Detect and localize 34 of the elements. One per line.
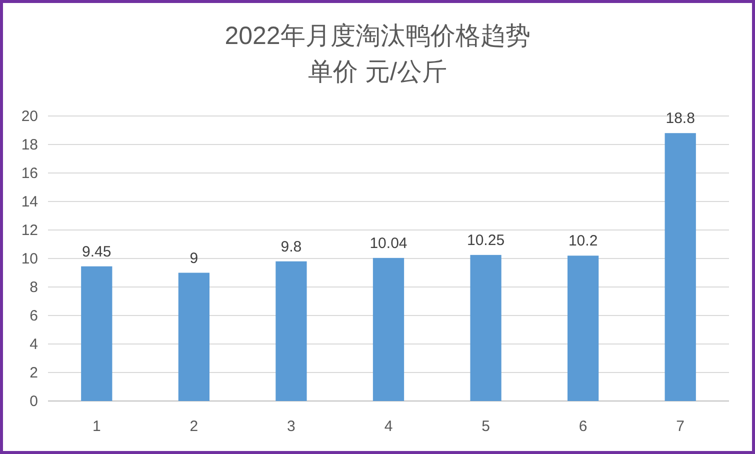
y-tick-label: 10 [21, 250, 38, 268]
data-label: 10.04 [370, 234, 408, 252]
y-tick-label: 20 [21, 108, 38, 125]
data-label: 9 [190, 250, 198, 267]
data-label: 18.8 [666, 110, 695, 128]
data-label: 9.45 [82, 243, 112, 260]
bar [664, 133, 696, 401]
y-tick-label: 14 [21, 194, 38, 210]
bar [372, 258, 404, 401]
bar [276, 261, 307, 401]
x-tick-label: 5 [482, 418, 490, 435]
x-tick-label: 2 [190, 418, 198, 435]
y-tick-label: 12 [21, 222, 38, 239]
y-tick-label: 16 [21, 165, 38, 182]
y-tick-label: 2 [30, 364, 38, 382]
y-tick-label: 6 [30, 308, 38, 324]
y-tick-label: 8 [30, 279, 38, 296]
bar [81, 266, 112, 401]
x-tick-label: 1 [92, 418, 101, 435]
bar [470, 254, 502, 401]
chart-title: 2022年月度淘汰鸭价格趋势 [224, 22, 530, 50]
x-tick-label: 3 [287, 418, 296, 435]
data-label: 10.2 [568, 232, 598, 250]
y-tick-label: 18 [21, 136, 38, 154]
y-tick-label: 0 [30, 393, 38, 410]
bar [178, 272, 210, 401]
data-label: 9.8 [280, 238, 302, 256]
y-tick-label: 4 [30, 336, 38, 353]
bar [568, 256, 599, 401]
data-label: 10.25 [467, 232, 505, 249]
x-tick-label: 7 [676, 418, 685, 435]
chart-subtitle: 单价 元/公斤 [308, 58, 447, 86]
x-tick-label: 4 [384, 418, 393, 435]
x-tick-label: 6 [578, 418, 588, 435]
